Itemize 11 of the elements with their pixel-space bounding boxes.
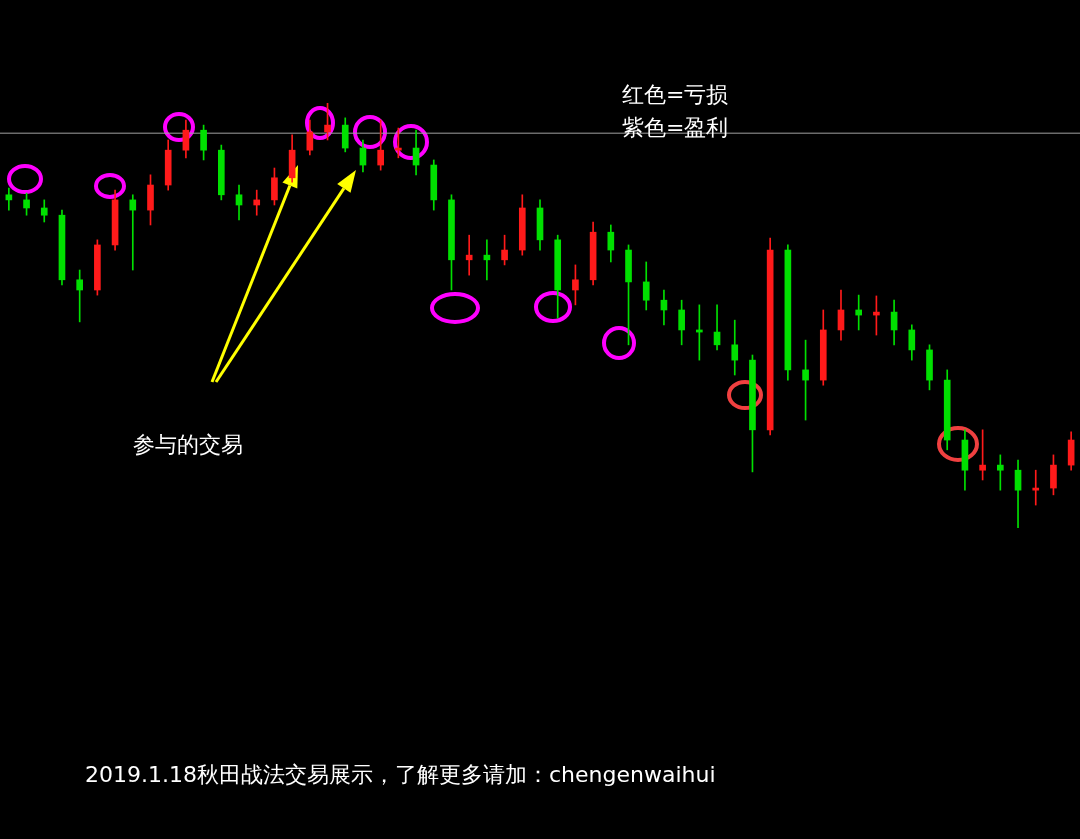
- candlestick: [76, 269, 83, 323]
- candlestick: [855, 294, 863, 331]
- candlestick: [129, 194, 137, 271]
- annotation: 参与的交易: [133, 431, 243, 459]
- annotation: 紫色=盈利: [622, 114, 729, 142]
- candlestick: [1032, 469, 1040, 506]
- annotation: 红色=亏损: [622, 81, 729, 109]
- candlestick: [465, 234, 473, 276]
- candlestick: [253, 189, 261, 216]
- candlestick: [997, 454, 1004, 491]
- text: 2019.1.18秋田战法交易展示，了解更多请加：chengenwaihui: [85, 761, 716, 789]
